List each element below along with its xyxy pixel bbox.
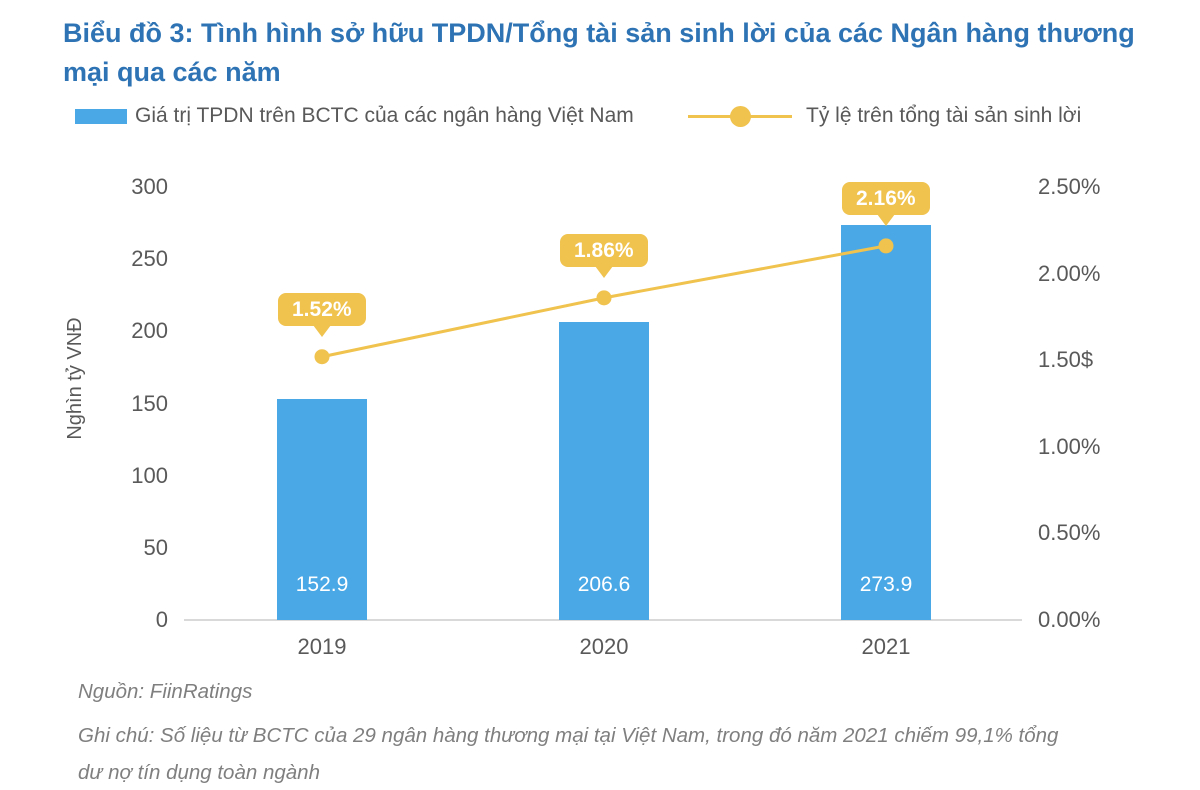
bar-value-label: 273.9 — [859, 573, 913, 596]
x-axis-label-2020: 2020 — [579, 634, 629, 659]
x-axis-line — [184, 619, 1022, 621]
left-axis-tick: 300 — [131, 174, 168, 199]
left-axis-tick: 100 — [131, 462, 168, 488]
line-value-callout: 1.86% — [560, 233, 648, 278]
left-axis-tick: 0 — [155, 607, 168, 632]
left-axis-tick: 150 — [131, 390, 168, 416]
bar-2021[interactable] — [841, 225, 931, 620]
left-axis-tick: 200 — [131, 318, 168, 344]
right-axis-tick: 1.00% — [1038, 433, 1101, 459]
line-value-callout: 2.16% — [842, 181, 930, 226]
callout-pointer-icon — [876, 213, 895, 226]
right-axis-tick: 2.00% — [1038, 260, 1101, 286]
left-axis-tick: 250 — [131, 246, 168, 272]
right-axis-tick: 2.50% — [1038, 174, 1101, 199]
line-series-marker-icon — [688, 105, 792, 127]
left-axis-title: Nghìn tỷ VNĐ — [64, 317, 86, 440]
callout-pointer-icon — [594, 265, 613, 278]
right-axis-tick: 0.00% — [1038, 607, 1101, 632]
legend-item-bar-series[interactable]: Giá trị TPDN trên BCTC của các ngân hàng… — [75, 102, 634, 130]
x-axis-label-2021: 2021 — [861, 634, 911, 659]
right-axis-tick: 1.50$ — [1038, 347, 1094, 373]
bar-2019[interactable] — [277, 399, 367, 620]
right-axis-tick: 0.50% — [1038, 520, 1101, 546]
line-series-legend-label: Tỷ lệ trên tổng tài sản sinh lời — [806, 104, 1082, 127]
bar-value-label: 152.9 — [295, 573, 349, 596]
bar-2020[interactable] — [559, 322, 649, 620]
left-axis-tick: 50 — [143, 534, 168, 560]
line-data-point[interactable] — [596, 290, 612, 306]
line-value-callout: 1.52% — [278, 292, 366, 337]
callout-pointer-icon — [312, 324, 331, 337]
legend-item-line-series[interactable]: Tỷ lệ trên tổng tài sản sinh lời — [688, 102, 1081, 130]
chart-title: Biểu đồ 3: Tình hình sở hữu TPDN/Tổng tà… — [63, 18, 1135, 87]
source-note: Nguồn: FiinRatings — [78, 680, 253, 703]
line-data-point[interactable] — [314, 349, 330, 365]
methodology-note: Ghi chú: Số liệu từ BCTC của 29 ngân hàn… — [78, 724, 1059, 784]
bar-series-swatch-icon — [75, 108, 127, 124]
bar-series-legend-label: Giá trị TPDN trên BCTC của các ngân hàng… — [135, 104, 634, 127]
bar-value-label: 206.6 — [577, 573, 631, 596]
x-axis-label-2019: 2019 — [297, 634, 347, 659]
